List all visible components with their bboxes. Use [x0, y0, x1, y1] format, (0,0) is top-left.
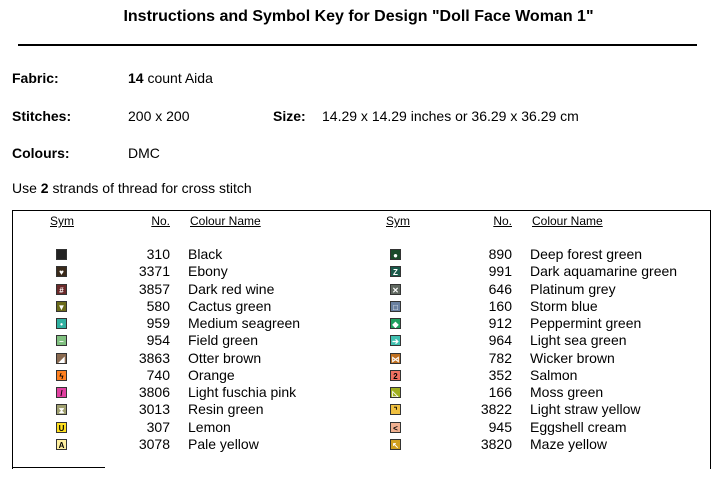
colour-name: Cactus green — [188, 297, 272, 314]
symbol: ↖ — [390, 438, 401, 450]
colour-name: Dark red wine — [188, 280, 275, 297]
header-number: No. — [151, 214, 170, 228]
fabric-rest: count Aida — [147, 70, 213, 86]
symbol: ⧗ — [56, 404, 67, 416]
symbol: • — [56, 318, 67, 329]
instruction-after: strands of thread for cross stitch — [52, 180, 252, 196]
colour-name: Lemon — [188, 418, 231, 435]
dmc-number: 307 — [146, 418, 170, 435]
colour-name: Black — [188, 246, 223, 262]
symbol: 2 — [390, 369, 401, 381]
symbol: ● — [390, 249, 401, 260]
symbol: □ — [390, 300, 401, 312]
size-value: 14.29 x 14.29 inches or 36.29 x 36.29 cm — [322, 108, 579, 124]
symbol: ✕ — [390, 283, 401, 295]
dmc-number: 3013 — [138, 401, 170, 418]
colour-name: Wicker brown — [530, 349, 615, 366]
dmc-number: 945 — [488, 418, 512, 435]
size-label: Size: — [273, 108, 306, 124]
colour-name: Platinum grey — [530, 280, 616, 297]
header-colour-name: Colour Name — [190, 214, 261, 228]
dmc-number: 352 — [488, 366, 512, 383]
header-sym: Sym — [386, 214, 410, 228]
instruction: Use 2 strands of thread for cross stitch — [12, 180, 252, 196]
symbol: U — [56, 421, 67, 433]
symbol: A — [56, 438, 67, 450]
colour-name: Light straw yellow — [530, 401, 641, 418]
dmc-number: 959 — [146, 315, 170, 331]
symbol: / — [56, 387, 67, 398]
colour-name: Field green — [188, 332, 259, 349]
symbol — [56, 249, 67, 260]
symbol: ◺ — [390, 387, 401, 398]
fabric-count: 14 — [128, 70, 144, 86]
dmc-number: 160 — [488, 297, 512, 314]
symbol: – — [56, 335, 67, 347]
colour-name: Deep forest green — [530, 246, 643, 262]
instruction-strands: 2 — [40, 180, 49, 196]
dmc-number: 3806 — [138, 384, 170, 400]
dmc-number: 166 — [488, 384, 512, 400]
symbol: # — [56, 283, 67, 295]
colour-name: Light fuschia pink — [188, 384, 297, 400]
dmc-number: 3371 — [138, 263, 170, 280]
stitches-label: Stitches: — [12, 108, 72, 124]
dmc-number: 310 — [146, 246, 170, 262]
symbol: ➔ — [390, 335, 401, 347]
symbol: < — [390, 421, 401, 433]
title-rule — [18, 44, 697, 46]
title: Instructions and Symbol Key for Design "… — [123, 8, 594, 25]
dmc-number: 646 — [488, 280, 512, 297]
symbol: ◆ — [390, 318, 401, 329]
dmc-number: 3820 — [480, 435, 512, 452]
dmc-number: 580 — [146, 297, 170, 314]
table-box — [12, 210, 711, 469]
colour-name: Light sea green — [530, 332, 627, 349]
dmc-number: 782 — [488, 349, 512, 366]
fabric-label: Fabric: — [12, 70, 59, 86]
symbol: ⋈ — [390, 352, 401, 364]
colour-name: Pale yellow — [188, 435, 259, 452]
header-sym: Sym — [50, 214, 74, 228]
symbol: ◢ — [56, 352, 67, 364]
dmc-number: 740 — [146, 366, 170, 383]
dmc-number: 991 — [488, 263, 512, 280]
colour-name: Storm blue — [530, 297, 598, 314]
colour-name: Medium seagreen — [188, 315, 301, 331]
dmc-number: 3863 — [138, 349, 170, 366]
instruction-before: Use — [12, 180, 37, 196]
dmc-number: 890 — [488, 246, 512, 262]
dmc-number: 3822 — [480, 401, 512, 418]
colour-name: Dark aquamarine green — [530, 263, 678, 280]
fabric-value: 14 count Aida — [128, 70, 213, 86]
colour-name: Maze yellow — [530, 435, 608, 452]
colour-name: Resin green — [188, 401, 264, 418]
dmc-number: 954 — [146, 332, 170, 349]
colour-name: Moss green — [530, 384, 604, 400]
table-foot-rule — [12, 467, 105, 468]
symbol: Z — [390, 266, 401, 278]
header-number: No. — [493, 214, 512, 228]
colour-name: Otter brown — [188, 349, 262, 366]
colour-name: Ebony — [188, 263, 228, 280]
colour-name: Salmon — [530, 366, 578, 383]
stitches-value: 200 x 200 — [128, 108, 190, 124]
dmc-number: 3857 — [138, 280, 170, 297]
colours-value: DMC — [128, 145, 160, 161]
dmc-number: 3078 — [138, 435, 170, 452]
dmc-number: 912 — [488, 315, 512, 331]
header-colour-name: Colour Name — [532, 214, 603, 228]
colours-label: Colours: — [12, 145, 70, 161]
colour-name: Peppermint green — [530, 315, 642, 331]
symbol: ⌝ — [390, 404, 401, 416]
symbol: ▼ — [56, 300, 67, 312]
colour-name: Eggshell cream — [530, 418, 627, 435]
dmc-number: 964 — [488, 332, 512, 349]
symbol: ♥ — [56, 266, 67, 278]
colour-name: Orange — [188, 366, 235, 383]
symbol: ϟ — [56, 369, 67, 381]
